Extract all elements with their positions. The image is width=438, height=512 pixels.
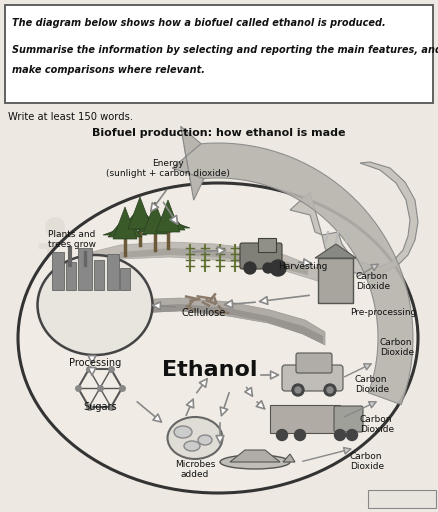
FancyBboxPatch shape	[333, 406, 362, 432]
Circle shape	[276, 430, 287, 440]
Circle shape	[323, 384, 335, 396]
Text: s: s	[329, 212, 390, 318]
Text: make comparisons where relevant.: make comparisons where relevant.	[12, 65, 205, 75]
Polygon shape	[123, 207, 157, 227]
Text: Plants and
trees grow: Plants and trees grow	[48, 230, 96, 249]
FancyBboxPatch shape	[240, 243, 281, 269]
Text: Sugars: Sugars	[83, 402, 117, 412]
Polygon shape	[155, 200, 180, 232]
Ellipse shape	[37, 255, 152, 355]
Polygon shape	[128, 197, 152, 229]
Polygon shape	[230, 450, 279, 462]
Ellipse shape	[167, 417, 222, 459]
Ellipse shape	[173, 426, 191, 438]
FancyBboxPatch shape	[52, 252, 64, 290]
FancyBboxPatch shape	[78, 248, 92, 290]
Polygon shape	[184, 143, 412, 404]
Circle shape	[269, 260, 285, 276]
Text: Carbon
Dioxide: Carbon Dioxide	[379, 338, 413, 357]
Polygon shape	[55, 242, 329, 285]
FancyBboxPatch shape	[120, 268, 130, 290]
Text: Microbes
added: Microbes added	[174, 460, 215, 479]
Polygon shape	[65, 298, 324, 345]
Text: i: i	[34, 217, 75, 323]
Text: Energy
(sunlight + carbon dioxide): Energy (sunlight + carbon dioxide)	[106, 159, 230, 178]
Circle shape	[294, 387, 300, 393]
Polygon shape	[151, 210, 184, 230]
Ellipse shape	[219, 455, 290, 469]
Circle shape	[294, 430, 305, 440]
Polygon shape	[290, 192, 321, 235]
Ellipse shape	[18, 183, 417, 493]
Text: t: t	[254, 202, 304, 308]
Text: Carbon
Dioxide: Carbon Dioxide	[359, 415, 393, 434]
Text: Pre-processing: Pre-processing	[349, 308, 415, 317]
Text: l: l	[179, 212, 220, 318]
Polygon shape	[133, 222, 177, 230]
FancyBboxPatch shape	[367, 490, 435, 508]
Text: Ethanol: Ethanol	[162, 360, 257, 380]
Polygon shape	[103, 227, 147, 235]
Text: Biofuel production: how ethanol is made: Biofuel production: how ethanol is made	[92, 128, 345, 138]
FancyBboxPatch shape	[66, 262, 76, 290]
Text: e: e	[90, 207, 159, 313]
Polygon shape	[138, 212, 172, 232]
Polygon shape	[172, 126, 204, 200]
Polygon shape	[130, 304, 322, 344]
FancyBboxPatch shape	[258, 238, 276, 252]
Text: The diagram below shows how a biofuel called ethanol is produced.: The diagram below shows how a biofuel ca…	[12, 18, 385, 28]
Polygon shape	[146, 220, 190, 228]
Circle shape	[244, 262, 255, 274]
Polygon shape	[143, 202, 166, 234]
FancyBboxPatch shape	[295, 353, 331, 373]
Text: Carbon
Dioxide: Carbon Dioxide	[349, 452, 383, 472]
Polygon shape	[321, 162, 417, 275]
Circle shape	[262, 263, 272, 273]
FancyBboxPatch shape	[5, 5, 432, 103]
Text: Harvesting: Harvesting	[277, 262, 327, 271]
Ellipse shape	[184, 441, 200, 451]
Polygon shape	[314, 244, 355, 258]
FancyBboxPatch shape	[317, 258, 352, 303]
Circle shape	[326, 387, 332, 393]
Text: Summarise the information by selecting and reporting the main features, and: Summarise the information by selecting a…	[12, 45, 438, 55]
Polygon shape	[118, 217, 162, 225]
FancyBboxPatch shape	[107, 254, 119, 290]
Polygon shape	[283, 454, 294, 462]
Polygon shape	[108, 217, 141, 237]
Circle shape	[334, 430, 345, 440]
Text: Cellulose: Cellulose	[181, 308, 226, 318]
FancyBboxPatch shape	[269, 405, 339, 433]
Text: Carbon
Dioxide: Carbon Dioxide	[355, 272, 389, 291]
Text: Write at least 150 words.: Write at least 150 words.	[8, 112, 133, 122]
Text: Processing: Processing	[69, 358, 121, 368]
Circle shape	[346, 430, 357, 440]
FancyBboxPatch shape	[281, 365, 342, 391]
Polygon shape	[113, 207, 137, 239]
Polygon shape	[120, 248, 307, 275]
Text: Carbon
Dioxide: Carbon Dioxide	[354, 375, 388, 394]
Ellipse shape	[198, 435, 212, 445]
Circle shape	[291, 384, 303, 396]
FancyBboxPatch shape	[94, 260, 104, 290]
